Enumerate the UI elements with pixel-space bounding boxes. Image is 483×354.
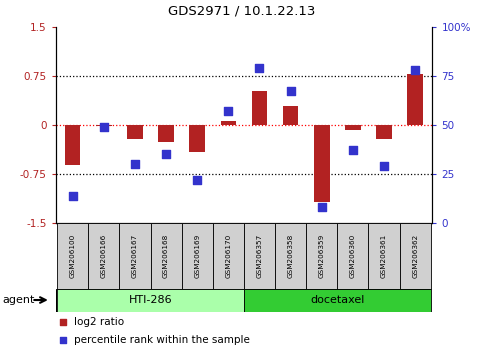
Text: HTI-286: HTI-286 [128,295,172,305]
Point [59,320,67,325]
Text: docetaxel: docetaxel [310,295,365,305]
Point [162,152,170,157]
Point [318,205,326,210]
Bar [189,125,205,152]
Bar [244,223,275,289]
Bar [252,91,267,125]
Bar [275,223,306,289]
Text: GSM206361: GSM206361 [381,234,387,278]
Text: GSM206168: GSM206168 [163,234,169,278]
Bar [96,125,112,126]
Point [412,67,419,73]
Point [100,124,108,130]
Bar [182,223,213,289]
Point [349,148,357,153]
Bar [151,223,182,289]
Point [256,65,263,71]
Bar [221,121,236,125]
Point [131,161,139,167]
Text: GSM206170: GSM206170 [226,234,231,278]
Text: GSM206357: GSM206357 [256,234,262,278]
Text: GSM206166: GSM206166 [101,234,107,278]
Bar [376,125,392,139]
Bar [57,223,88,289]
Text: GDS2971 / 10.1.22.13: GDS2971 / 10.1.22.13 [168,5,315,18]
Text: GSM206358: GSM206358 [287,234,294,278]
Bar [283,107,298,125]
Bar [369,223,399,289]
Text: percentile rank within the sample: percentile rank within the sample [74,335,250,344]
Bar [399,223,431,289]
Bar [88,223,119,289]
Point [380,163,388,169]
Point [59,337,67,342]
Text: GSM206169: GSM206169 [194,234,200,278]
Bar [337,223,369,289]
Point [225,108,232,114]
Point [287,88,295,94]
Bar [127,125,142,139]
Text: GSM206100: GSM206100 [70,234,76,278]
Point [69,193,76,198]
Text: GSM206359: GSM206359 [319,234,325,278]
Bar [158,125,174,142]
Bar [306,223,337,289]
Text: log2 ratio: log2 ratio [74,318,125,327]
Bar [244,289,431,312]
Bar [407,74,423,125]
Bar [213,223,244,289]
Point [193,177,201,183]
Bar [57,289,244,312]
Text: agent: agent [2,295,35,305]
Bar [119,223,151,289]
Text: GSM206167: GSM206167 [132,234,138,278]
Text: GSM206362: GSM206362 [412,234,418,278]
Bar [314,125,329,202]
Text: GSM206360: GSM206360 [350,234,356,278]
Bar [345,125,361,130]
Bar [65,125,81,165]
